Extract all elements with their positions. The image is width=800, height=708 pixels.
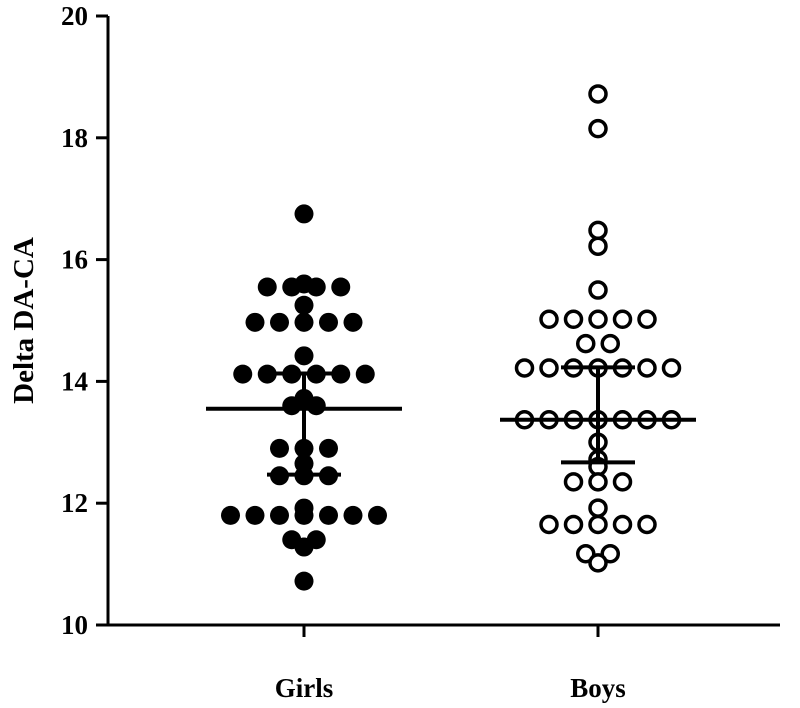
data-point — [257, 277, 277, 297]
y-axis-title: Delta DA-CA — [8, 237, 40, 404]
data-point — [539, 309, 559, 330]
data-point — [270, 312, 289, 332]
data-point — [588, 309, 608, 330]
labels: 10 12 14 16 18 20 Girls Boys Delta DA-CA — [8, 1, 626, 703]
data-point — [245, 505, 265, 525]
data-point — [319, 438, 338, 458]
data-point — [612, 309, 633, 330]
data-point — [343, 312, 363, 332]
data-point — [563, 309, 584, 330]
x-tick-label: Girls — [275, 673, 334, 703]
data-point — [270, 505, 289, 525]
data-point — [294, 505, 314, 525]
data-point — [319, 312, 338, 332]
data-point — [294, 204, 314, 224]
data-point — [600, 333, 620, 354]
data-point — [539, 514, 559, 535]
y-tick-label: 14 — [61, 366, 88, 396]
data-point — [294, 295, 314, 315]
data-point — [637, 309, 657, 330]
data-point — [514, 358, 535, 378]
data-point — [563, 514, 584, 535]
data-point — [221, 505, 240, 525]
data-point — [294, 571, 314, 591]
data-point — [270, 438, 289, 458]
data-point — [245, 312, 265, 332]
y-tick-label: 20 — [61, 1, 88, 31]
data-point — [282, 396, 302, 416]
data-point — [294, 312, 314, 332]
y-tick-label: 12 — [61, 488, 88, 518]
data-point — [588, 472, 608, 492]
data-point — [612, 514, 633, 535]
data-point — [588, 553, 608, 573]
data-point — [319, 505, 338, 525]
data-point — [294, 537, 314, 557]
y-tick-label: 18 — [61, 123, 88, 153]
data-point — [294, 346, 314, 366]
y-tick-label: 10 — [61, 610, 88, 640]
y-tick-label: 16 — [61, 245, 88, 275]
data-point — [306, 396, 326, 416]
data-point — [233, 364, 253, 384]
data-point — [661, 358, 682, 378]
data-point — [331, 277, 351, 297]
data-point — [576, 333, 596, 354]
data-point — [588, 220, 608, 241]
data-point — [588, 280, 608, 300]
data-point — [612, 472, 633, 492]
data-point — [539, 358, 559, 378]
summary-bars — [206, 365, 696, 477]
data-point — [588, 236, 608, 256]
data-point — [588, 514, 608, 535]
data-point — [368, 505, 387, 525]
data-point — [637, 514, 657, 535]
x-tick-label: Boys — [570, 673, 626, 703]
data-point — [588, 84, 608, 104]
data-point — [343, 505, 363, 525]
data-point — [637, 358, 657, 378]
data-points — [221, 84, 682, 591]
data-point — [355, 364, 375, 384]
data-point — [563, 472, 584, 492]
data-point — [588, 118, 608, 139]
data-point — [588, 498, 608, 518]
data-point — [306, 277, 326, 297]
axes — [96, 14, 780, 637]
data-point — [282, 277, 302, 297]
